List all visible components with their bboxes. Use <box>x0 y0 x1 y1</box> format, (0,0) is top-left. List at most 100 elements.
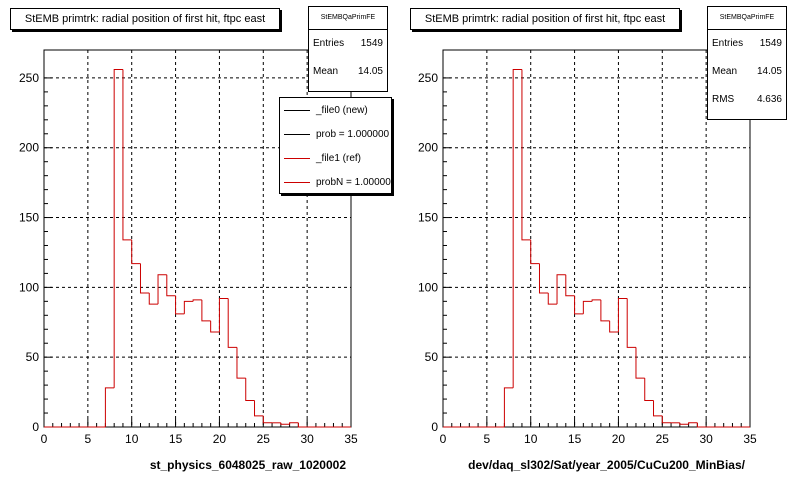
right-x-axis-label: dev/daq_sl302/Sat/year_2005/CuCu200_MinB… <box>468 458 745 472</box>
left-hist-bin <box>210 320 220 333</box>
left-y-tick-label: 0 <box>32 420 39 434</box>
left-stats-mean: Mean 14.05 <box>309 58 387 86</box>
right-hist-bin <box>653 400 663 417</box>
right-hist-bin <box>556 274 566 305</box>
right-x-tick-label: 0 <box>440 432 447 446</box>
right-hist-bin <box>565 274 575 297</box>
left-x-tick-label: 35 <box>344 432 358 446</box>
right-hist-bin <box>609 320 619 333</box>
right-hist-bin <box>644 378 654 401</box>
left-hist-bin <box>262 415 273 424</box>
right-hist-bin <box>635 347 645 379</box>
right-plot-frame <box>442 49 751 428</box>
legend-label: _file0 (new) <box>316 104 368 116</box>
left-stats-box: StEMBQaPrimFE Entries 1549 Mean 14.05 <box>308 6 388 92</box>
left-hist-bin <box>166 274 176 297</box>
right-hist-bin <box>503 387 514 427</box>
legend-label: _file1 (ref) <box>316 152 362 164</box>
left-x-tick-label: 20 <box>213 432 227 446</box>
right-hist-bin <box>530 239 540 265</box>
left-x-axis-label: st_physics_6048025_raw_1020002 <box>150 458 346 472</box>
right-hist-bin <box>600 299 610 322</box>
left-hist-bin <box>148 292 159 305</box>
right-y-tick-label: 0 <box>431 420 438 434</box>
left-x-tick-label: 5 <box>85 432 92 446</box>
left-hist-bin <box>254 400 264 417</box>
stats-value: 4.636 <box>756 94 782 105</box>
right-y-tick-label: 250 <box>418 71 438 85</box>
left-hist-bin <box>175 295 185 315</box>
legend-line-new <box>284 109 310 111</box>
right-hist-bin <box>512 69 522 388</box>
legend-line-prob <box>284 133 310 135</box>
right-hist-bin <box>626 298 636 348</box>
left-x-tick-label: 25 <box>257 432 271 446</box>
stats-value: 14.05 <box>756 66 782 77</box>
left-hist-bin <box>289 422 299 425</box>
legend-label: probN = 1.000000 <box>316 176 392 188</box>
stats-label: Entries <box>712 38 744 49</box>
right-title: StEMB primtrk: radial position of first … <box>424 13 666 25</box>
right-hist-bin <box>521 69 531 241</box>
stats-value: 1549 <box>360 38 383 49</box>
left-hist-bin <box>280 422 290 425</box>
left-hist-bin <box>236 347 246 379</box>
right-hist-bin <box>547 292 558 305</box>
left-y-tick-label: 50 <box>26 350 40 364</box>
right-y-tick-label: 100 <box>418 280 438 294</box>
right-x-tick-label: 35 <box>743 432 757 446</box>
stats-label: Entries <box>313 38 345 49</box>
stats-label: Mean <box>712 66 738 77</box>
left-x-tick-label: 10 <box>125 432 139 446</box>
left-y-tick-label: 150 <box>19 211 39 225</box>
left-hist-bin <box>183 300 194 314</box>
right-x-tick-label: 15 <box>568 432 582 446</box>
left-stats-name: StEMBQaPrimFE <box>309 7 387 30</box>
right-hist-bin <box>538 263 549 294</box>
stats-value: 1549 <box>759 38 782 49</box>
left-title: StEMB primtrk: radial position of first … <box>24 13 266 25</box>
right-hist-bin <box>696 422 707 428</box>
right-x-tick-label: 10 <box>524 432 538 446</box>
legend-entry-ref: _file1 (ref) <box>280 146 391 170</box>
legend-entry-probn: probN = 1.000000 <box>280 170 392 193</box>
right-hist-bin <box>574 295 584 315</box>
left-hist-bin <box>122 69 132 241</box>
right-hist-bin <box>661 415 672 424</box>
right-hist-bin <box>617 298 628 333</box>
right-hist-bin <box>591 299 601 302</box>
left-hist-bin <box>157 274 167 305</box>
stats-value: 14.05 <box>357 66 383 77</box>
right-y-tick-label: 150 <box>418 211 438 225</box>
right-stats-box: StEMBQaPrimFE Entries 1549 Mean 14.05 RM… <box>707 6 787 120</box>
right-y-tick-label: 200 <box>418 141 438 155</box>
right-title-box: StEMB primtrk: radial position of first … <box>410 8 680 30</box>
left-hist-bin <box>139 263 150 294</box>
left-y-tick-label: 100 <box>19 280 39 294</box>
right-stats-rms: RMS 4.636 <box>708 86 786 114</box>
right-stats-mean: Mean 14.05 <box>708 58 786 86</box>
legend-entry-new: _file0 (new) <box>280 98 391 122</box>
left-legend: _file0 (new) prob = 1.000000 _file1 (ref… <box>279 97 392 194</box>
left-hist-bin <box>218 298 229 333</box>
right-x-tick-label: 20 <box>612 432 626 446</box>
stats-label: Mean <box>313 66 339 77</box>
left-hist-bin <box>192 299 202 302</box>
legend-line-ref <box>284 157 310 159</box>
stats-label: RMS <box>712 94 735 105</box>
left-y-tick-label: 200 <box>19 141 39 155</box>
legend-line-probn <box>284 181 310 183</box>
legend-label: prob = 1.000000 <box>316 128 390 140</box>
left-hist-bin <box>113 69 123 388</box>
right-x-tick-label: 5 <box>484 432 491 446</box>
right-x-tick-label: 25 <box>656 432 670 446</box>
right-hist-bin <box>582 300 593 314</box>
left-hist-bin <box>131 239 141 265</box>
left-hist-bin <box>104 387 115 427</box>
left-x-tick-label: 0 <box>41 432 48 446</box>
left-x-tick-label: 15 <box>169 432 183 446</box>
left-hist-bin <box>227 298 237 348</box>
right-x-tick-label: 30 <box>699 432 713 446</box>
left-x-tick-label: 30 <box>300 432 314 446</box>
